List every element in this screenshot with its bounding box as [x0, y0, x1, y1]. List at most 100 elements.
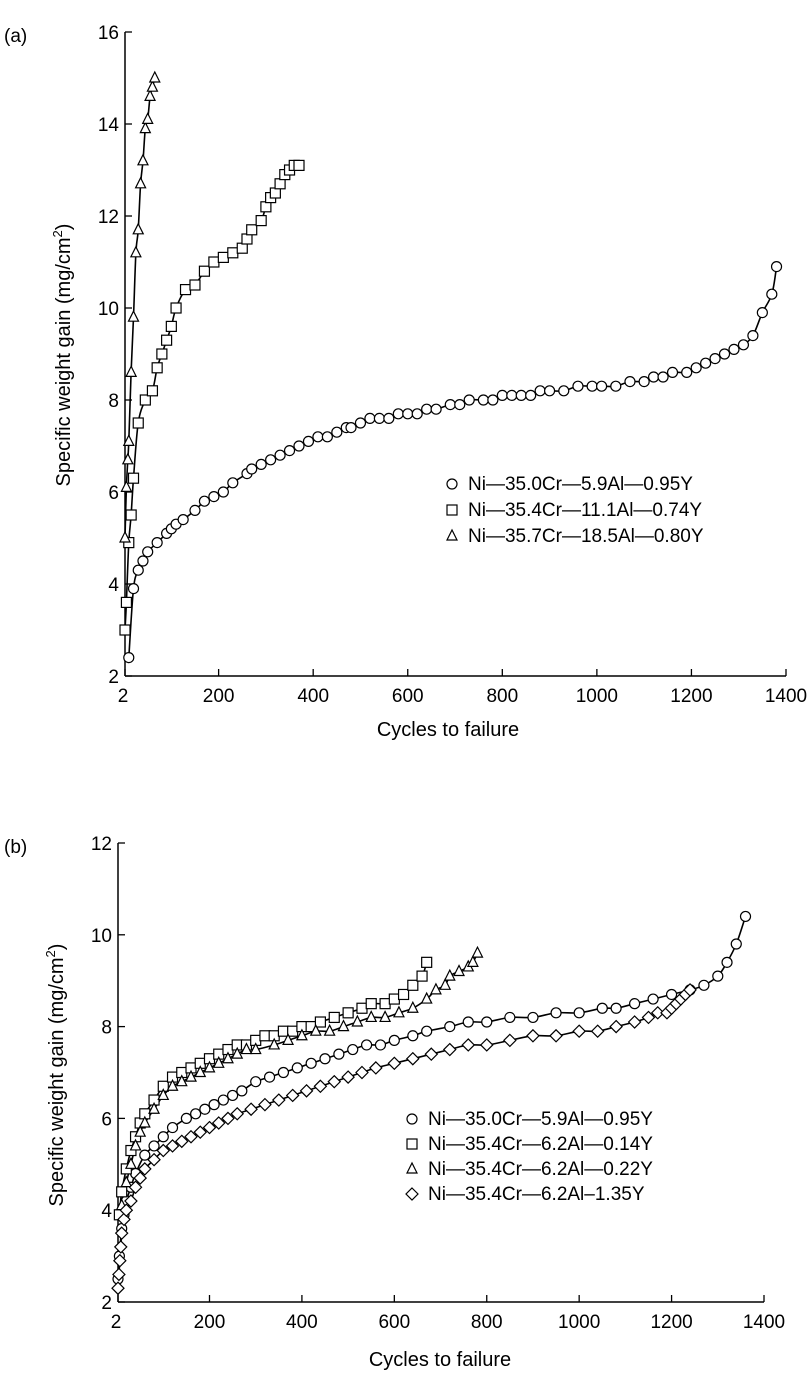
panel-a-y-tick-label: 6 — [108, 483, 119, 504]
panel-a-series-2-point — [246, 224, 258, 236]
panel-a-series-1-point — [151, 536, 163, 549]
panel-b-series-1-point — [610, 1002, 622, 1014]
panel-b-series-3-point — [124, 1156, 137, 1169]
panel-b-series-4-point — [424, 1047, 439, 1061]
panel-b-series-2-point — [379, 998, 391, 1010]
panel-b-legend-marker-4 — [405, 1187, 419, 1201]
panel-b-series-1-point — [374, 1039, 387, 1051]
panel-b-series-4-point — [368, 1061, 383, 1075]
panel-b-series-2-point — [397, 988, 410, 1001]
panel-a-series-1-point — [127, 582, 140, 595]
panel-b-legend-entry-4: Ni—35.4Cr—6.2Al–1.35Y — [428, 1184, 645, 1205]
panel-a-series-1-point — [700, 357, 712, 369]
panel-b-series-4-point — [230, 1106, 245, 1121]
panel-b-series-1-point — [263, 1071, 276, 1083]
panel-a-series-1-point — [534, 385, 546, 397]
panel-b-series-4-point — [112, 1253, 127, 1268]
panel-a-series-1-point — [373, 412, 385, 424]
panel-a-series-1-point — [246, 463, 258, 475]
panel-b-x-tick-label: 800 — [471, 1312, 503, 1333]
panel-b-series-3-point — [443, 968, 456, 981]
panel-b-series-4-point — [147, 1152, 161, 1167]
panel-b-series-2-point — [421, 956, 433, 968]
panel-a-curves — [124, 77, 778, 658]
panel-b-series-1-point — [596, 1002, 608, 1014]
panel-a-series-1-point — [638, 376, 650, 388]
panel-b-legend-marker-1 — [406, 1113, 418, 1125]
panel-a-series-1-point — [217, 486, 229, 498]
panel-a-y-tick-label: 4 — [108, 575, 119, 596]
panel-b-series-4-point — [117, 1212, 131, 1227]
panel-a-series-1-point — [421, 403, 433, 415]
panel-a-legend-entry-1: Ni—35.0Cr—5.9Al—0.95Y — [468, 474, 693, 495]
panel-b-label: (b) — [4, 837, 27, 858]
panel-b-series-3-point — [379, 1010, 392, 1023]
panel-b-series-4-point — [572, 1024, 587, 1039]
panel-a-series-2-point — [146, 385, 159, 397]
panel-b-series-1-point — [388, 1034, 400, 1046]
panel-b-series-1-point — [166, 1121, 179, 1134]
panel-b-series-1-point — [712, 970, 724, 982]
panel-b-series-2-point — [259, 1030, 271, 1042]
panel-b-series-1-point — [481, 1016, 493, 1028]
panel-b-series-4-point — [355, 1065, 369, 1080]
panel-b-series-3-point — [466, 954, 479, 967]
panel-b-series-4-point — [526, 1028, 540, 1043]
panel-a-y-tick-label: 8 — [108, 391, 119, 412]
panel-a-series-3-point — [121, 452, 134, 465]
panel-a-x-tick-label: 1200 — [670, 686, 712, 707]
panel-b-series-1-point — [444, 1020, 456, 1033]
panel-a-series-1-point — [189, 504, 201, 516]
panel-b-series-4-point — [650, 1005, 665, 1020]
panel-a-series-1-point — [283, 445, 296, 457]
panel-b-series-2-point — [356, 1002, 368, 1014]
panel-a-series-2-point — [125, 509, 137, 521]
panel-b-series-3-point — [268, 1037, 281, 1050]
panel-b-series-4-point — [112, 1267, 126, 1282]
panel-a-series-1-point — [392, 408, 404, 420]
panel-a-series-2-point — [179, 284, 192, 296]
panel-a-y-axis-label: Specific weight gain (mg/cm2) — [50, 224, 75, 487]
panel-b-series-3-point — [453, 964, 465, 977]
panel-a-series-2-point — [217, 251, 229, 263]
panel-b-series-2-point — [328, 1011, 340, 1024]
panel-b-series-1-point — [208, 1099, 220, 1111]
panel-a-series-3-point — [141, 112, 154, 125]
panel-b-series-4-point — [461, 1038, 476, 1052]
panel-a-series-1-point — [624, 376, 636, 388]
panel-a-series-1-point — [444, 399, 456, 411]
panel-b-y-tick-label: 12 — [91, 834, 112, 855]
panel-a-x-tick-label: 600 — [392, 686, 424, 707]
panel-b-series-1-point — [148, 1140, 160, 1152]
panel-b-series-1-point — [291, 1062, 303, 1074]
panel-b-series-3-point — [138, 1115, 151, 1128]
panel-a-series-1-point — [255, 458, 267, 470]
panel-a-series-1-point — [543, 385, 556, 397]
panel-a-series-1-point — [293, 440, 305, 452]
panel-b-legend-marker-2 — [406, 1138, 418, 1150]
panel-b-series-3-point — [240, 1042, 253, 1055]
panel-a-series-3-point — [136, 153, 149, 166]
panel-b-series-4-point — [387, 1056, 402, 1071]
panel-b-series-4-point — [202, 1120, 217, 1135]
panel-b-series-1-point — [250, 1076, 262, 1088]
panel-a-series-1-point — [657, 371, 669, 383]
panel-a-x-tick-label: 200 — [203, 686, 235, 707]
panel-b-series-3-point — [392, 1005, 405, 1018]
panel-a-series-2-point — [119, 624, 131, 636]
panel-a-legend-entry-3: Ni—35.7Cr—18.5Al—0.80Y — [468, 526, 704, 547]
panel-b-series-4-point — [111, 1281, 125, 1296]
panel-b-legend-entry-3: Ni—35.4Cr—6.2Al—0.22Y — [428, 1159, 653, 1180]
panel-a-series-2-point — [165, 320, 177, 332]
panel-a-series-1-point — [766, 288, 778, 300]
panel-a-series-3-point — [127, 309, 140, 322]
panel-b-y-tick-label: 8 — [101, 1018, 112, 1039]
panel-b-series-4-point — [683, 983, 697, 997]
panel-b-series-3-point — [420, 991, 433, 1004]
panel-a-series-2-point — [236, 242, 248, 254]
panel-b-series-2-point — [365, 998, 377, 1010]
panel-a-series-1-point — [648, 371, 660, 383]
panel-b-series-1-point — [139, 1149, 151, 1161]
panel-b-x-tick-label: 1400 — [743, 1312, 785, 1333]
panel-b-series-1-point — [277, 1066, 290, 1079]
